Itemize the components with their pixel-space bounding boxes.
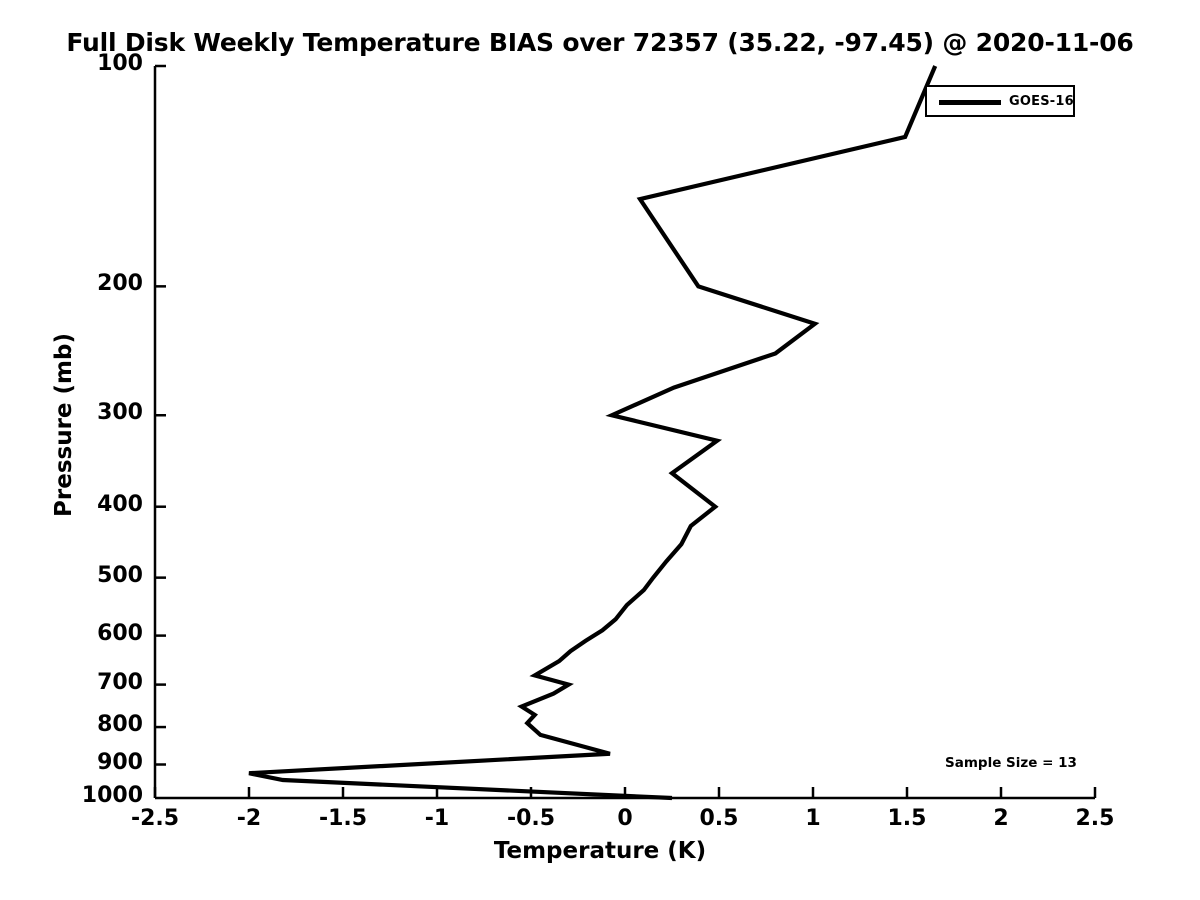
x-tick-label: 0.5 — [699, 806, 739, 831]
y-tick-label: 1000 — [81, 783, 143, 808]
sample-size-annotation: Sample Size = 13 — [945, 755, 1077, 771]
y-tick-label: 300 — [97, 400, 143, 426]
x-tick-label: 1 — [805, 806, 821, 831]
x-tick-label: -2 — [236, 806, 262, 831]
x-tick-label: -0.5 — [506, 806, 556, 831]
y-axis-label: Pressure (mb) — [51, 333, 77, 517]
y-tick-label: 400 — [97, 491, 143, 517]
y-tick-label: 100 — [97, 51, 143, 76]
series-line-goes16 — [248, 65, 938, 801]
x-tick-label: 0 — [617, 806, 633, 831]
y-tick-label: 900 — [97, 749, 143, 775]
y-tick-label: 700 — [97, 669, 143, 695]
y-tick-label: 200 — [97, 271, 143, 297]
legend: GOES-16 — [925, 85, 1075, 117]
x-tick-label: -2.5 — [130, 806, 180, 831]
y-tick-label: 600 — [97, 620, 143, 646]
data-series-group — [248, 65, 938, 801]
y-tick-label: 800 — [97, 712, 143, 738]
legend-entry-label: GOES-16 — [1009, 94, 1074, 109]
x-tick-label: -1 — [424, 806, 450, 831]
y-tick-marks — [155, 64, 166, 766]
axes-frame — [153, 66, 1095, 800]
x-tick-label: 2.5 — [1075, 806, 1115, 831]
x-tick-label: -1.5 — [318, 806, 368, 831]
y-tick-label: 500 — [97, 562, 143, 588]
x-tick-label: 1.5 — [887, 806, 927, 831]
page-title: Full Disk Weekly Temperature BIAS over 7… — [66, 28, 1134, 57]
x-tick-label: 2 — [993, 806, 1009, 831]
legend-line-swatch — [939, 100, 1001, 105]
x-axis-label: Temperature (K) — [493, 838, 707, 864]
